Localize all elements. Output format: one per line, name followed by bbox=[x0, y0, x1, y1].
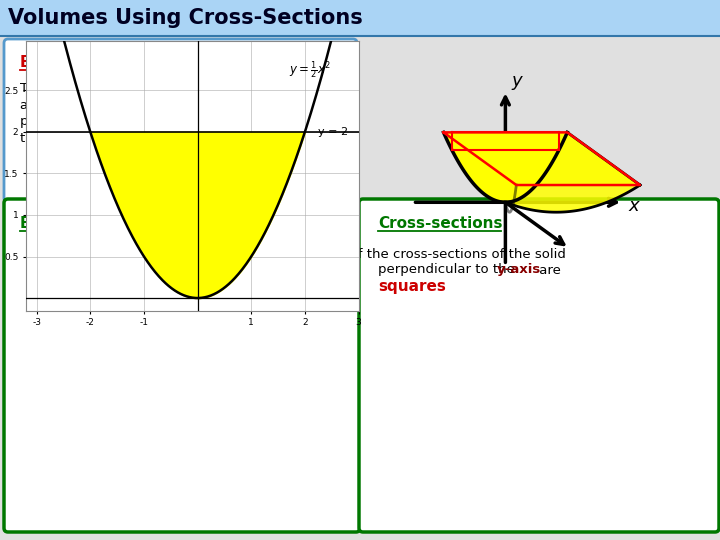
Polygon shape bbox=[505, 132, 640, 212]
Text: /2: /2 bbox=[274, 82, 287, 94]
Text: $y = \frac{1}{2}x^2$: $y = \frac{1}{2}x^2$ bbox=[210, 205, 257, 227]
Text: Cross-sections:: Cross-sections: bbox=[378, 217, 509, 232]
Text: is bounded by the curve: is bounded by the curve bbox=[75, 213, 230, 226]
FancyBboxPatch shape bbox=[359, 199, 719, 532]
Text: Volumes Using Cross-Sections: Volumes Using Cross-Sections bbox=[8, 8, 363, 28]
Text: of the solid: of the solid bbox=[245, 98, 323, 111]
Text: are: are bbox=[535, 264, 561, 276]
FancyBboxPatch shape bbox=[4, 39, 357, 202]
Text: the volume of the solid: the volume of the solid bbox=[20, 132, 174, 145]
Text: base: base bbox=[45, 82, 77, 94]
Bar bbox=[0, 0, 720, 36]
Text: and  the line y =2: and the line y =2 bbox=[75, 230, 189, 242]
Text: 2: 2 bbox=[268, 77, 274, 87]
Polygon shape bbox=[444, 132, 640, 185]
Text: squares: squares bbox=[378, 279, 446, 294]
Polygon shape bbox=[444, 132, 567, 202]
FancyBboxPatch shape bbox=[4, 199, 360, 532]
Text: $x$: $x$ bbox=[629, 197, 642, 214]
Text: Base:: Base: bbox=[20, 217, 68, 232]
Text: $y$: $y$ bbox=[511, 75, 524, 92]
Text: y = 2: y = 2 bbox=[318, 127, 348, 137]
Text: y-axis: y-axis bbox=[497, 264, 541, 276]
Text: perpendicular to the y-axis are squares, then find: perpendicular to the y-axis are squares,… bbox=[20, 116, 351, 129]
Text: Example:: Example: bbox=[20, 56, 99, 71]
FancyBboxPatch shape bbox=[169, 97, 244, 113]
Text: If the cross-sections of the solid: If the cross-sections of the solid bbox=[354, 247, 566, 260]
Text: $y = \frac{1}{2}x^2$: $y = \frac{1}{2}x^2$ bbox=[289, 59, 331, 81]
Text: The: The bbox=[20, 82, 49, 94]
FancyBboxPatch shape bbox=[46, 80, 76, 96]
Text: cross-sections: cross-sections bbox=[159, 98, 253, 111]
Text: perpendicular to the: perpendicular to the bbox=[378, 264, 519, 276]
Text: and  the line y =2. If the: and the line y =2. If the bbox=[20, 98, 187, 111]
Text: of a solid is bounded by the curve y = x: of a solid is bounded by the curve y = x bbox=[77, 82, 343, 94]
